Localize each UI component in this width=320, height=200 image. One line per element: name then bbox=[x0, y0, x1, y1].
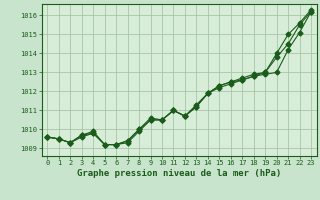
X-axis label: Graphe pression niveau de la mer (hPa): Graphe pression niveau de la mer (hPa) bbox=[77, 169, 281, 178]
